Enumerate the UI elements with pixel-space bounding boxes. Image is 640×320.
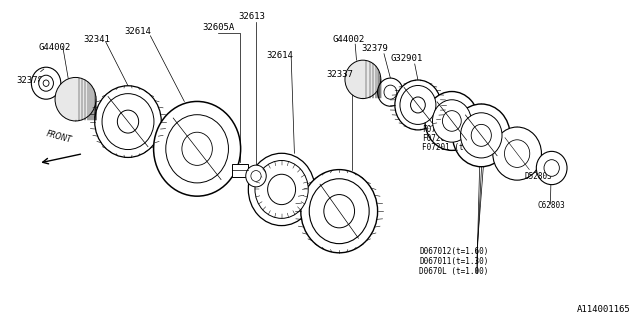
Text: 32614: 32614	[266, 51, 293, 60]
Ellipse shape	[154, 101, 241, 196]
Text: 32379: 32379	[362, 44, 388, 53]
Text: FRONT: FRONT	[45, 129, 72, 144]
Text: A114001165: A114001165	[577, 305, 630, 314]
Text: D0670L (t=1.00): D0670L (t=1.00)	[419, 267, 488, 276]
Ellipse shape	[248, 153, 315, 226]
Text: D52803: D52803	[525, 172, 552, 181]
Ellipse shape	[117, 110, 139, 133]
Ellipse shape	[493, 127, 541, 180]
Text: F07201 (t=1.65): F07201 (t=1.65)	[422, 143, 492, 152]
Ellipse shape	[309, 179, 369, 244]
Text: 32605A: 32605A	[202, 23, 234, 32]
Text: F072011(t=1.95): F072011(t=1.95)	[422, 134, 492, 143]
Ellipse shape	[471, 124, 492, 146]
Ellipse shape	[43, 80, 49, 86]
Text: 32613: 32613	[238, 12, 265, 21]
Ellipse shape	[378, 78, 403, 106]
Ellipse shape	[324, 195, 355, 228]
Text: F072012(t=2.25): F072012(t=2.25)	[422, 125, 492, 134]
Ellipse shape	[246, 165, 266, 187]
Ellipse shape	[425, 92, 479, 150]
Ellipse shape	[182, 132, 212, 165]
Ellipse shape	[38, 75, 54, 91]
Ellipse shape	[345, 60, 381, 99]
Ellipse shape	[442, 111, 461, 131]
Ellipse shape	[166, 115, 228, 183]
Ellipse shape	[400, 85, 436, 124]
Text: G32901: G32901	[390, 54, 422, 63]
Text: 32337: 32337	[326, 70, 353, 79]
Ellipse shape	[384, 85, 397, 99]
Text: G44002: G44002	[38, 43, 70, 52]
Ellipse shape	[433, 100, 471, 142]
Ellipse shape	[410, 97, 426, 113]
Text: D067011(t=1.30): D067011(t=1.30)	[419, 257, 488, 266]
Ellipse shape	[255, 161, 308, 218]
Ellipse shape	[544, 160, 559, 176]
Ellipse shape	[504, 140, 530, 167]
Ellipse shape	[31, 67, 61, 99]
Ellipse shape	[102, 94, 154, 149]
Text: 32614: 32614	[125, 27, 152, 36]
Ellipse shape	[461, 113, 502, 158]
Ellipse shape	[395, 80, 441, 130]
Ellipse shape	[55, 77, 96, 121]
Text: D067012(t=1.60): D067012(t=1.60)	[419, 247, 488, 256]
Ellipse shape	[95, 86, 161, 157]
Ellipse shape	[301, 170, 378, 253]
Ellipse shape	[452, 104, 510, 167]
Text: G44002: G44002	[333, 35, 365, 44]
Text: 32378: 32378	[16, 69, 44, 85]
Text: C62803: C62803	[538, 201, 565, 210]
Ellipse shape	[536, 151, 567, 185]
FancyBboxPatch shape	[232, 164, 248, 177]
Ellipse shape	[268, 174, 296, 204]
Ellipse shape	[251, 171, 261, 181]
Text: 32341: 32341	[83, 35, 110, 44]
